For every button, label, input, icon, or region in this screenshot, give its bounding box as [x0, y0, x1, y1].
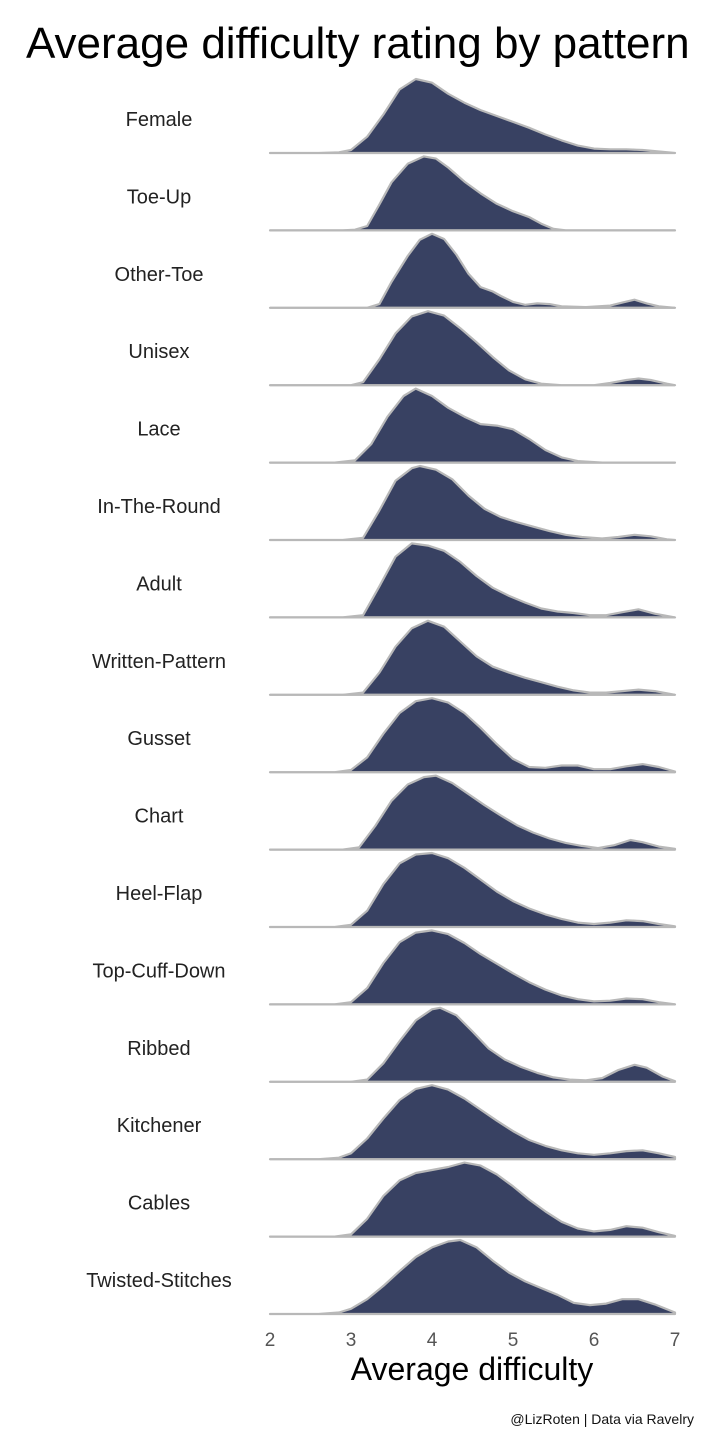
row-label-heel-flap: Heel-Flap	[116, 883, 203, 905]
row-label-written-pattern: Written-Pattern	[92, 651, 226, 673]
row-label-toe-up: Toe-Up	[127, 186, 191, 208]
density-ridge-in-the-round	[268, 464, 677, 542]
caption: @LizRoten | Data via Ravelry	[510, 1411, 694, 1427]
density-ridge-twisted-stitches	[268, 1238, 677, 1316]
chart-title: Average difficulty rating by pattern	[26, 19, 690, 68]
row-label-top-cuff-down: Top-Cuff-Down	[92, 960, 225, 982]
density-ridge-top-cuff-down	[268, 929, 677, 1006]
row-label-female: Female	[126, 109, 193, 131]
row-labels-group: Female Toe-Up Other-Toe Unisex Lace In-The-Ro…	[86, 109, 232, 1292]
x-tick-label: 5	[508, 1330, 519, 1351]
row-label-kitchener: Kitchener	[117, 1115, 202, 1137]
density-ridge-cables	[268, 1161, 677, 1238]
density-ridge-heel-flap	[268, 851, 677, 929]
x-axis-ticks: 2 3 4 5 6 7	[265, 1330, 681, 1351]
row-label-unisex: Unisex	[128, 341, 189, 363]
density-ridge-adult	[268, 542, 677, 619]
density-ridge-written-pattern	[268, 619, 677, 696]
row-label-gusset: Gusset	[127, 728, 191, 750]
x-tick-label: 4	[427, 1330, 438, 1351]
row-label-cables: Cables	[128, 1193, 190, 1215]
row-label-adult: Adult	[136, 573, 182, 595]
row-label-twisted-stitches: Twisted-Stitches	[86, 1270, 232, 1292]
density-ridge-female	[268, 77, 677, 155]
density-ridge-gusset	[268, 697, 677, 774]
density-ridge-ribbed	[268, 1006, 677, 1083]
x-tick-label: 7	[670, 1330, 681, 1351]
ridges-group	[268, 77, 677, 1316]
density-ridge-toe-up	[268, 155, 677, 232]
x-tick-label: 3	[346, 1330, 357, 1351]
density-ridge-other-toe	[268, 232, 677, 309]
row-label-in-the-round: In-The-Round	[97, 496, 220, 518]
row-label-other-toe: Other-Toe	[115, 264, 204, 286]
density-ridge-lace	[268, 387, 677, 464]
row-label-chart: Chart	[135, 806, 184, 828]
density-ridge-unisex	[268, 310, 677, 387]
x-tick-label: 2	[265, 1330, 276, 1351]
row-label-ribbed: Ribbed	[127, 1038, 190, 1060]
x-tick-label: 6	[589, 1330, 600, 1351]
row-label-lace: Lace	[137, 419, 180, 441]
density-ridge-kitchener	[268, 1084, 677, 1161]
density-ridge-chart	[268, 774, 677, 851]
x-axis-label: Average difficulty	[351, 1351, 594, 1387]
